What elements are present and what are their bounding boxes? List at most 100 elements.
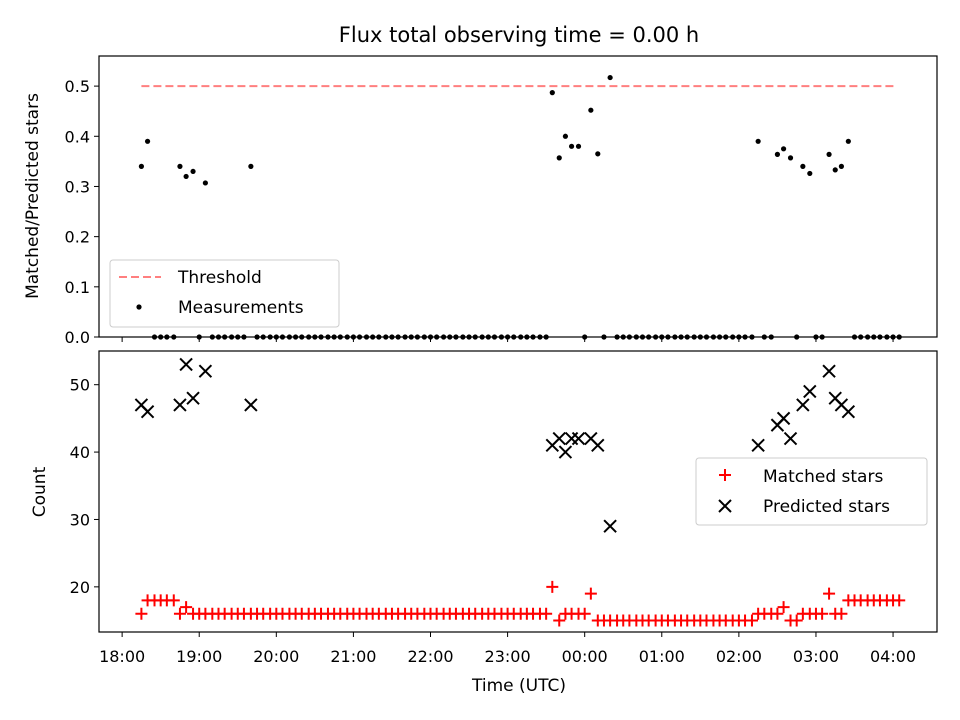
measurement-point-60 xyxy=(524,334,530,340)
matched-stars-points xyxy=(135,580,906,627)
measurement-point-73 xyxy=(607,74,613,81)
predicted-star-point-18 xyxy=(783,431,798,446)
x-tick-label-1: 19:00 xyxy=(176,647,222,666)
measurement-point-36 xyxy=(370,334,376,340)
measurement-point-33 xyxy=(350,334,357,340)
top-legend: Threshold Measurements xyxy=(109,259,340,328)
measurement-point-94 xyxy=(742,334,748,340)
legend-predicted-label: Predicted stars xyxy=(763,497,890,517)
predicted-star-point-5 xyxy=(198,364,213,378)
measurement-point-46 xyxy=(434,334,440,340)
measurement-point-35 xyxy=(363,334,370,340)
measurement-point-19 xyxy=(260,334,266,340)
measurement-point-72 xyxy=(601,334,607,340)
bottom-legend-box xyxy=(695,457,928,526)
measurement-point-4 xyxy=(164,334,170,340)
measurement-point-28 xyxy=(318,334,324,340)
top-y-tick-label-3: 0.3 xyxy=(65,177,90,196)
measurement-point-93 xyxy=(736,334,742,340)
measurement-point-98 xyxy=(768,334,774,340)
top-y-tick-label-0: 0.0 xyxy=(65,328,90,347)
measurement-point-79 xyxy=(646,334,652,340)
bottom-axes-frame xyxy=(98,350,938,633)
x-axis-label: Time (UTC) xyxy=(471,676,566,696)
measurement-point-80 xyxy=(653,334,659,340)
predicted-star-point-19 xyxy=(796,398,810,412)
measurement-point-116 xyxy=(884,334,890,340)
measurement-point-105 xyxy=(813,334,819,340)
top-y-tick-label-5: 0.5 xyxy=(65,77,90,96)
bottom-y-tick-label-1: 30 xyxy=(70,510,90,529)
measurement-point-8 xyxy=(190,168,196,175)
measurement-point-92 xyxy=(730,334,736,340)
measurement-point-62 xyxy=(537,334,543,340)
measurement-point-81 xyxy=(659,334,665,340)
measurement-point-91 xyxy=(723,334,729,340)
bottom-x-ticks: 18:00 19:00 20:00 21:00 22:00 23:00 00:00 01:00… xyxy=(99,632,916,666)
measurement-point-95 xyxy=(749,334,755,340)
matched-star-point-107 xyxy=(823,587,836,600)
measurement-point-13 xyxy=(222,334,228,340)
top-legend-box xyxy=(109,259,340,328)
matched-star-point-118 xyxy=(893,594,906,607)
measurement-point-59 xyxy=(518,334,524,340)
measurement-point-47 xyxy=(441,334,447,340)
measurement-point-5 xyxy=(171,334,177,340)
measurement-point-51 xyxy=(466,334,472,340)
measurement-point-15 xyxy=(235,334,241,340)
measurement-point-44 xyxy=(421,334,427,340)
measurement-point-110 xyxy=(845,138,851,144)
measurement-point-58 xyxy=(511,334,517,340)
measurement-point-99 xyxy=(774,151,781,157)
measurement-point-57 xyxy=(504,334,511,340)
measurement-point-64 xyxy=(549,90,555,96)
measurement-point-1 xyxy=(144,138,151,144)
measurement-point-90 xyxy=(716,334,723,340)
matched-star-point-99 xyxy=(771,607,784,620)
matched-star-point-106 xyxy=(816,607,829,620)
matched-star-point-65 xyxy=(553,614,566,627)
x-tick-label-0: 18:00 xyxy=(99,647,145,666)
predicted-stars-points xyxy=(134,357,856,533)
legend-measurements-swatch xyxy=(136,304,142,310)
measurement-point-114 xyxy=(871,334,877,340)
measurement-point-52 xyxy=(472,334,478,340)
measurement-point-82 xyxy=(665,334,671,340)
predicted-star-point-10 xyxy=(564,431,579,446)
predicted-star-point-24 xyxy=(841,404,856,419)
measurement-point-115 xyxy=(877,334,883,340)
measurement-point-85 xyxy=(684,334,690,340)
matched-star-point-0 xyxy=(135,607,148,620)
measurement-point-21 xyxy=(273,334,279,340)
measurement-point-2 xyxy=(151,334,158,340)
bottom-y-axis-label: Count xyxy=(30,466,50,517)
measurement-point-30 xyxy=(331,334,337,340)
predicted-star-point-14 xyxy=(603,519,617,533)
measurement-point-113 xyxy=(865,334,871,340)
measurement-point-29 xyxy=(325,334,331,340)
measurement-point-56 xyxy=(498,334,505,340)
measurement-point-112 xyxy=(858,334,864,340)
measurement-point-61 xyxy=(530,334,536,340)
x-tick-label-8: 02:00 xyxy=(716,647,762,666)
measurement-point-23 xyxy=(286,334,293,340)
legend-matched-label: Matched stars xyxy=(763,467,883,487)
measurement-point-69 xyxy=(582,334,588,340)
x-tick-label-4: 22:00 xyxy=(407,647,453,666)
matched-star-point-64 xyxy=(546,580,559,593)
measurement-point-12 xyxy=(215,334,222,340)
measurement-point-106 xyxy=(819,334,825,340)
predicted-star-point-21 xyxy=(822,364,836,378)
measurement-point-16 xyxy=(241,334,247,340)
bottom-y-tick-label-0: 20 xyxy=(70,578,90,597)
measurement-point-14 xyxy=(228,334,235,340)
predicted-star-point-17 xyxy=(776,411,791,426)
top-y-tick-label-4: 0.4 xyxy=(65,127,90,146)
measurement-point-34 xyxy=(356,334,363,340)
predicted-star-point-4 xyxy=(186,391,200,405)
measurement-point-84 xyxy=(678,334,684,340)
measurement-point-76 xyxy=(626,334,632,340)
measurement-point-77 xyxy=(633,334,639,340)
measurement-point-117 xyxy=(890,334,896,340)
predicted-star-point-11 xyxy=(571,431,586,446)
